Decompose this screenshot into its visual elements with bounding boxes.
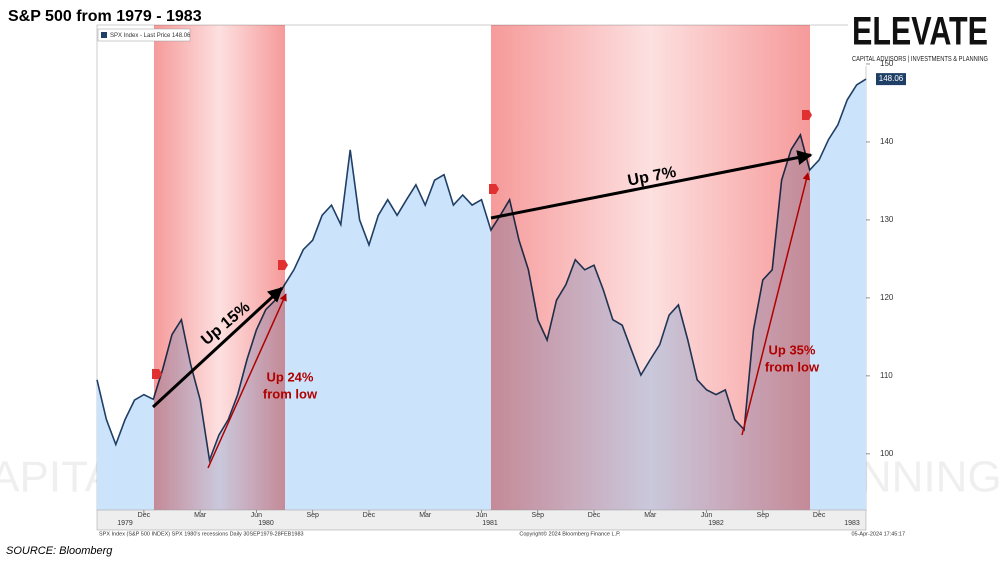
y-tick-label: 150: [880, 59, 894, 68]
y-tick-label: 120: [880, 293, 894, 302]
logo-bg: [848, 4, 996, 66]
x-tick-label: Dec: [588, 512, 601, 519]
arrow: [741, 172, 810, 436]
y-tick-label: 140: [880, 137, 894, 146]
year-label: 1982: [708, 520, 724, 527]
annotation: Up 24%: [267, 369, 314, 384]
annotation: Up 35%: [769, 342, 816, 357]
y-tick-label: 130: [880, 215, 894, 224]
x-tick-label: Sep: [532, 512, 545, 519]
legend: [97, 28, 191, 42]
year-label: 1983: [844, 520, 860, 527]
arrow: [490, 150, 813, 220]
x-tick-label: Dec: [363, 512, 376, 519]
arrow: [207, 293, 287, 469]
x-tick-label: Mar: [644, 512, 657, 519]
chart-title: S&P 500 from 1979 - 1983: [8, 8, 202, 25]
y-tick-label: 110: [880, 371, 893, 380]
recession-band: [491, 25, 810, 510]
year-label: 1981: [482, 520, 498, 527]
x-tick-label: Sep: [757, 512, 770, 519]
recession-band: [154, 25, 285, 510]
last-price-tag: [876, 73, 906, 86]
year-label: 1979: [117, 520, 133, 527]
footnote: SPX Index (S&P 500 INDEX) SPX 1980's rec…: [99, 531, 304, 537]
x-tick-label: Dec: [813, 512, 826, 519]
annotation: from low: [765, 359, 820, 374]
x-tick-label: Mar: [419, 512, 432, 519]
source: SOURCE: Bloomberg: [6, 545, 113, 557]
x-tick-label: Jun: [251, 512, 262, 519]
year-label: 1980: [258, 520, 274, 527]
x-tick-label: Jun: [701, 512, 712, 519]
annotation: from low: [263, 386, 318, 401]
legend-label: SPX Index - Last Price 148.06: [110, 33, 191, 39]
arrow: [151, 286, 284, 409]
x-tick-label: Dec: [138, 512, 151, 519]
last-price-label: 148.06: [879, 74, 904, 83]
y-tick-label: 100: [880, 449, 894, 458]
x-tick-label: Mar: [194, 512, 207, 519]
x-tick-label: Jun: [476, 512, 487, 519]
legend-swatch: [101, 32, 107, 38]
x-tick-label: Sep: [306, 512, 319, 519]
footnote: 05-Apr-2024 17:45:17: [851, 531, 905, 537]
footnote: Copyright© 2024 Bloomberg Finance L.P.: [519, 530, 621, 537]
logo-tagline: CAPITAL ADVISORS | INVESTMENTS & PLANNIN…: [852, 56, 988, 63]
logo-name: ELEVATE: [852, 10, 988, 54]
